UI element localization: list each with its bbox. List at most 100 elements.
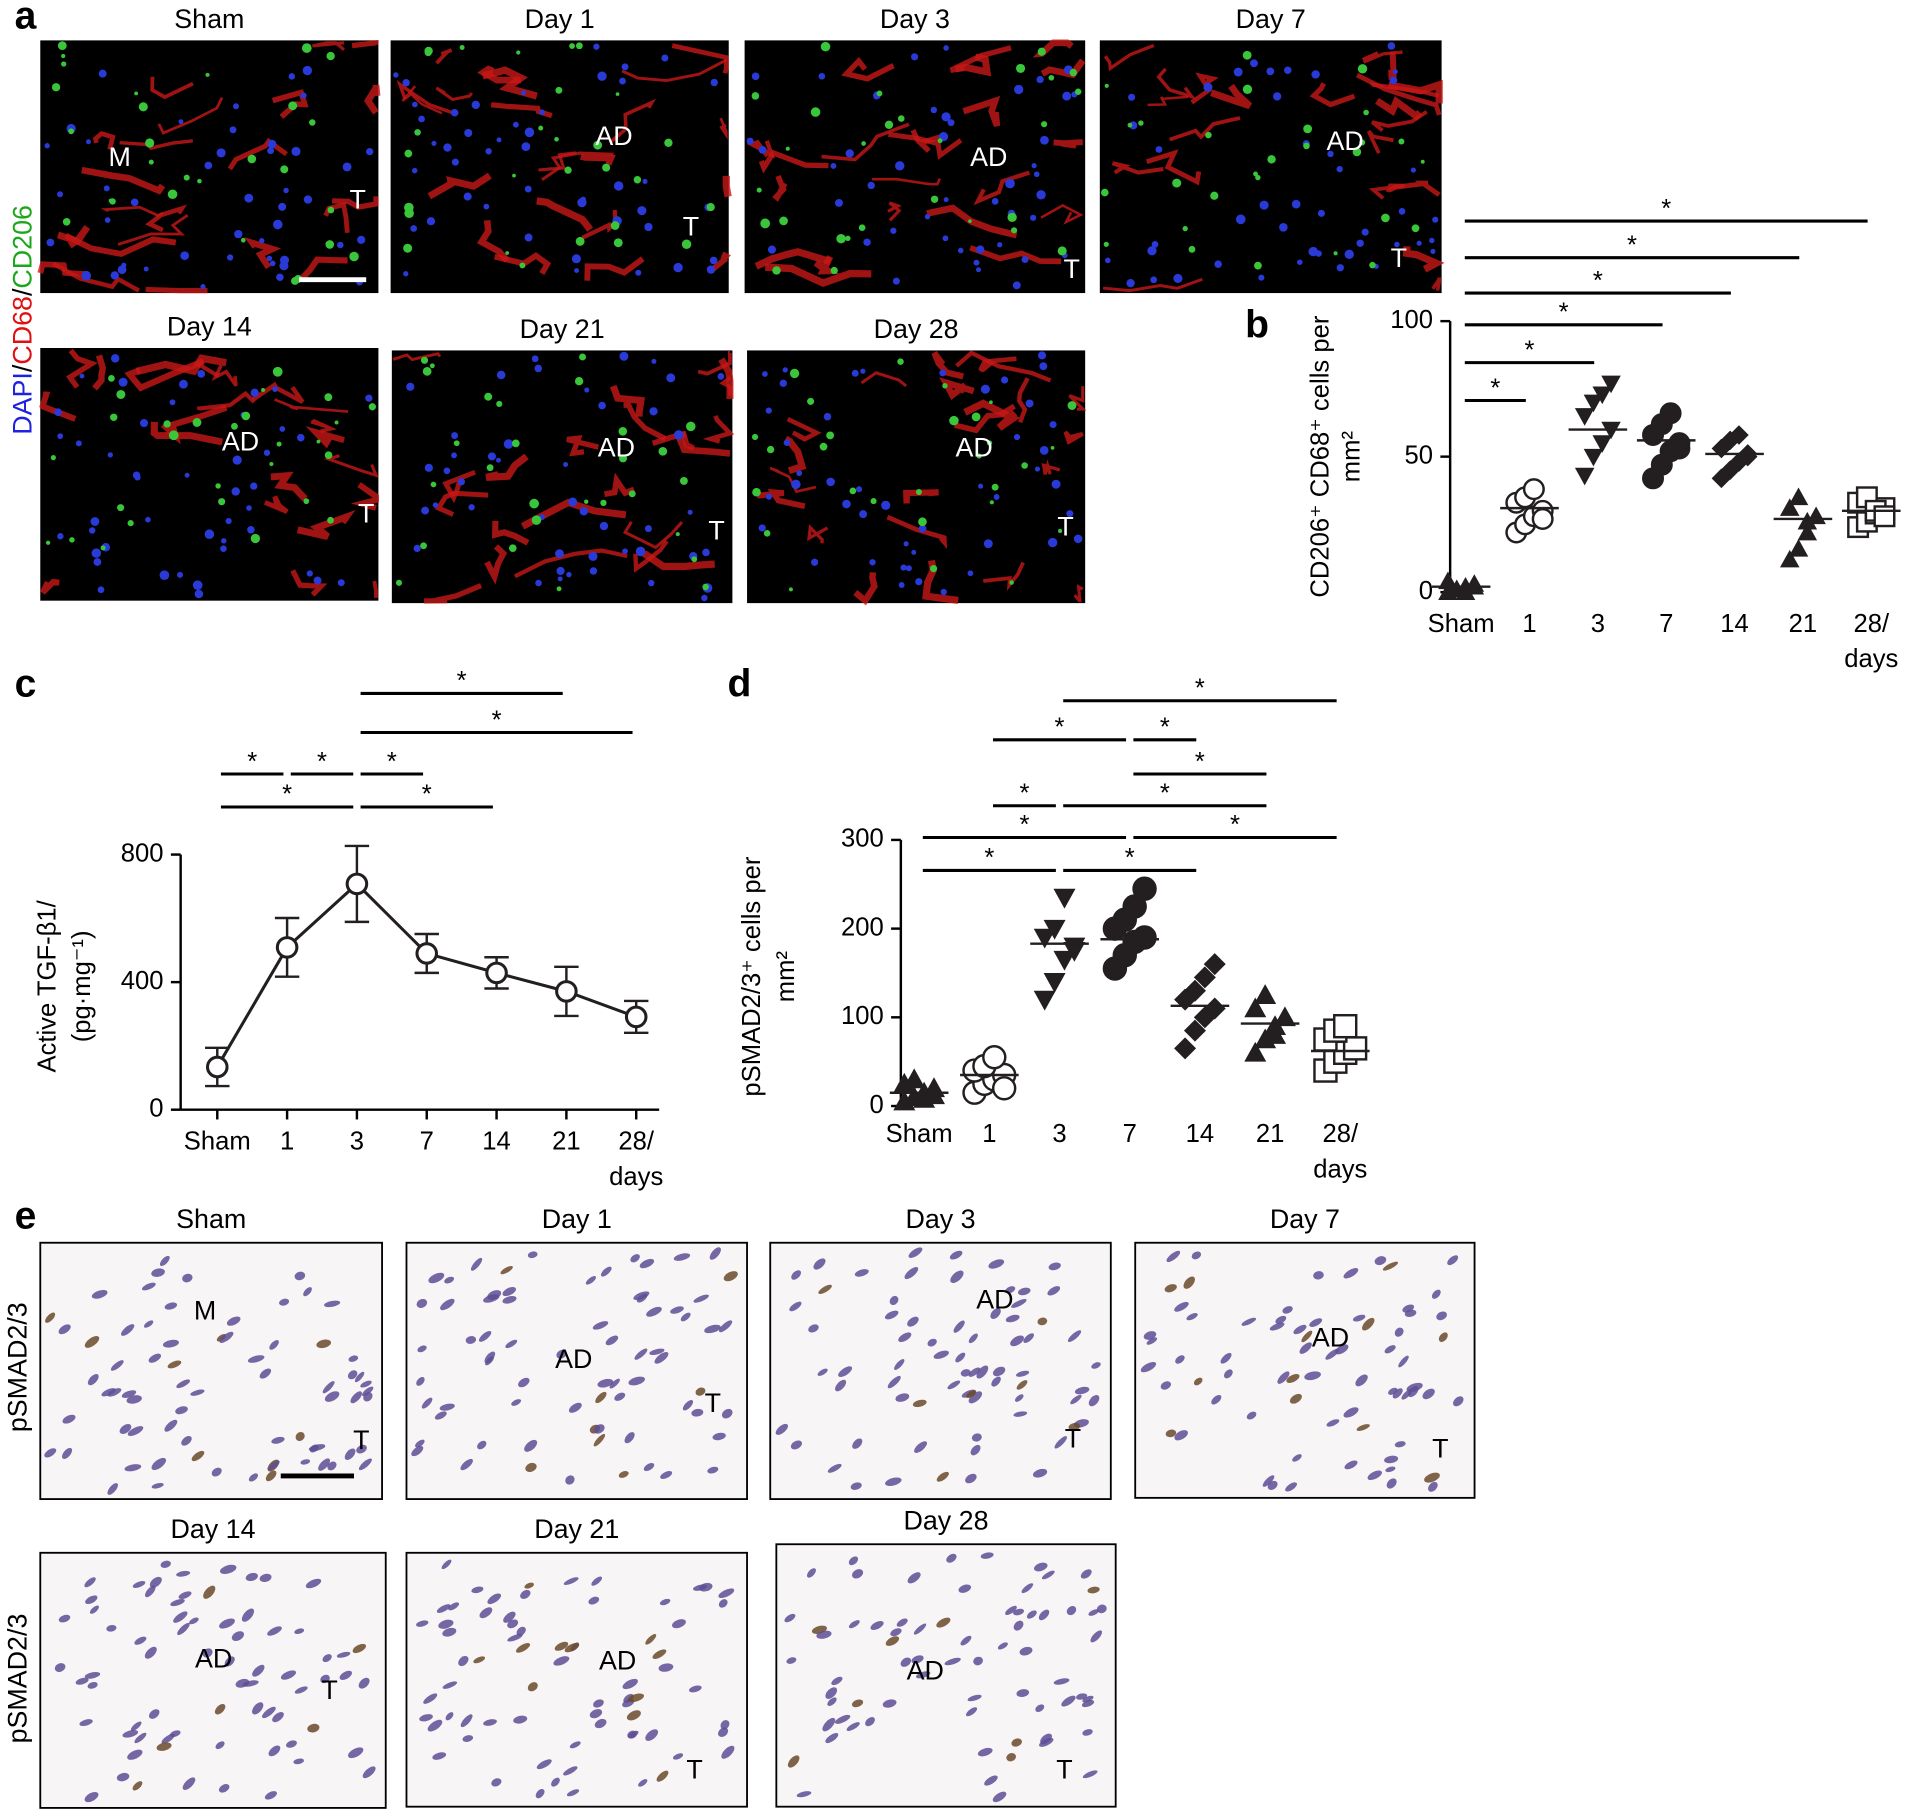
nucleus <box>1174 1430 1188 1441</box>
data-point <box>1174 1037 1197 1060</box>
region-label: T <box>686 1754 702 1784</box>
data-point <box>1033 928 1056 949</box>
dapi-nucleus <box>1279 223 1288 232</box>
significance-label: * <box>1019 811 1029 839</box>
nucleus <box>967 1694 982 1702</box>
nucleus <box>416 1377 425 1386</box>
dapi-nucleus <box>357 235 366 244</box>
nucleus <box>1326 1419 1340 1427</box>
nucleus <box>87 1374 99 1386</box>
dapi-nucleus <box>259 238 265 244</box>
nucleus <box>854 1269 869 1277</box>
cd206-stain <box>897 358 904 365</box>
cd68-stain <box>973 170 1031 206</box>
dapi-nucleus <box>779 379 787 387</box>
dapi-nucleus <box>941 112 951 122</box>
micrograph-background <box>747 350 1086 604</box>
nucleus <box>245 1572 258 1582</box>
nucleus <box>483 1294 500 1303</box>
dapi-nucleus <box>103 185 110 192</box>
dapi-nucleus <box>443 143 452 152</box>
nucleus <box>848 1556 859 1566</box>
dapi-nucleus <box>1150 276 1158 284</box>
data-point <box>1033 990 1056 1011</box>
data-point <box>1455 582 1476 600</box>
nucleus <box>680 1312 691 1322</box>
nucleus <box>62 1447 73 1459</box>
dapi-nucleus <box>1049 421 1057 429</box>
nucleus <box>45 1312 56 1323</box>
dapi-nucleus <box>451 432 459 439</box>
dapi-nucleus <box>1327 150 1334 158</box>
significance-label: * <box>1230 811 1240 839</box>
nucleus <box>614 1392 626 1401</box>
dapi-nucleus <box>233 103 239 110</box>
cd206-stain <box>1010 227 1018 234</box>
cd206-stain <box>1363 109 1369 116</box>
nucleus <box>1088 1609 1099 1616</box>
nucleus <box>968 1391 983 1404</box>
nucleus <box>691 1408 704 1417</box>
nucleus <box>203 1585 216 1599</box>
nucleus <box>1013 1608 1024 1616</box>
dapi-nucleus <box>900 564 907 571</box>
dapi-nucleus <box>635 269 642 276</box>
region-label: T <box>1391 243 1407 273</box>
nucleus <box>141 1282 156 1291</box>
nucleus <box>775 1423 788 1435</box>
dapi-nucleus <box>1005 178 1015 189</box>
cd68-stain <box>1431 277 1441 291</box>
nucleus <box>339 1670 352 1680</box>
cd206-stain <box>819 442 828 451</box>
cd206-stain <box>1100 188 1109 197</box>
cd206-stain <box>691 556 698 563</box>
nucleus <box>423 1693 438 1704</box>
cd206-stain <box>167 189 178 200</box>
nucleus <box>524 1582 534 1589</box>
cd68-stain <box>1361 50 1403 64</box>
nucleus <box>511 1399 522 1406</box>
cd206-stain <box>1074 88 1082 95</box>
dapi-nucleus <box>1311 70 1320 79</box>
cd68-stain <box>623 402 667 442</box>
image-title: Day 7 <box>1236 4 1306 34</box>
dapi-nucleus <box>90 517 100 526</box>
cd206-stain <box>789 368 800 379</box>
cd68-stain <box>513 548 628 579</box>
nucleus <box>966 1707 978 1717</box>
nucleus <box>252 1664 265 1677</box>
nucleus <box>479 1607 493 1619</box>
dapi-nucleus <box>250 482 258 490</box>
nucleus <box>1016 1380 1028 1390</box>
nucleus <box>416 1298 428 1308</box>
cd68-stain <box>1309 82 1356 108</box>
cd68-stain <box>100 205 164 218</box>
nucleus <box>294 1271 306 1281</box>
cd206-stain <box>600 499 607 506</box>
dapi-nucleus <box>746 137 754 145</box>
cd206-stain <box>1398 138 1405 145</box>
cd206-stain <box>679 476 688 485</box>
dapi-nucleus <box>231 487 240 496</box>
cd68-stain <box>765 263 872 287</box>
nucleus <box>682 1400 694 1411</box>
nucleus <box>149 1576 162 1588</box>
y-tick-label: 0 <box>1419 577 1433 605</box>
dapi-nucleus <box>104 217 111 223</box>
nucleus <box>885 1636 900 1646</box>
y-tick-label: 0 <box>869 1091 883 1119</box>
nucleus <box>265 1470 277 1482</box>
nucleus <box>470 1257 483 1271</box>
dapi-nucleus <box>842 499 851 509</box>
dapi-nucleus <box>418 115 425 123</box>
nucleus <box>427 1719 443 1732</box>
nucleus <box>1352 1314 1366 1322</box>
nucleus <box>107 1388 122 1397</box>
nucleus <box>645 1634 657 1645</box>
cd68-stain <box>622 521 684 550</box>
dapi-nucleus <box>1014 84 1024 95</box>
nucleus <box>116 1772 130 1782</box>
y-tick-label: 400 <box>121 967 164 995</box>
dapi-nucleus <box>464 128 473 138</box>
cd68-stain <box>401 85 443 115</box>
